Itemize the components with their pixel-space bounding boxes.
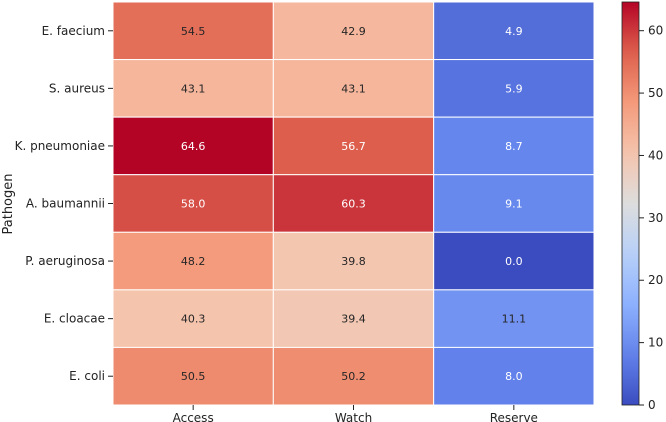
cell-value-label: 42.9: [341, 25, 366, 38]
cell-value-label: 0.0: [505, 255, 523, 268]
cell-value-label: 48.2: [181, 255, 206, 268]
cell-value-label: 43.1: [341, 82, 366, 95]
colorbar-tick-label: 50: [648, 86, 663, 100]
cell-value-label: 5.9: [505, 82, 523, 95]
colorbar: 0 10 20 30 40 50 60: [621, 1, 663, 412]
heatmap-cell: [272, 231, 435, 291]
cell-value-label: 60.3: [341, 198, 366, 211]
heatmap-cell: [272, 346, 435, 406]
heatmap-cell: [272, 1, 435, 61]
heatmap-cell: [112, 231, 274, 291]
cell-value-label: 43.1: [181, 82, 206, 95]
colorbar-tick-label: 0: [648, 398, 656, 412]
heatmap-cell: [433, 1, 595, 61]
heatmap-cell: [112, 346, 274, 406]
x-tick-label: Watch: [335, 411, 372, 422]
colorbar-gradient: [621, 1, 640, 406]
heatmap-cell: [433, 174, 595, 233]
heatmap-cell: [112, 174, 274, 233]
y-tick-label: P. aeruginosa: [25, 254, 105, 268]
heatmap-cell: [433, 289, 595, 348]
cell-value-label: 8.0: [505, 370, 523, 383]
y-tick-label: E. coli: [69, 369, 105, 383]
cell-value-label: 39.4: [341, 313, 366, 326]
cell-value-label: 50.5: [181, 370, 206, 383]
y-axis: E. faecium S. aureus K. pneumoniae A. bauma…: [15, 24, 113, 383]
y-tick-label: E. cloacae: [44, 312, 105, 326]
heatmap-cell: [112, 1, 274, 61]
cell-value-label: 64.6: [181, 140, 206, 153]
x-tick-label: Access: [173, 411, 214, 422]
heatmap-cell: [433, 346, 595, 406]
cell-value-label: 4.9: [505, 25, 523, 38]
cell-value-label: 58.0: [181, 198, 206, 211]
colorbar-tick-label: 60: [648, 24, 663, 38]
heatmap-cell: [433, 231, 595, 291]
colorbar-tick-label: 20: [648, 273, 663, 287]
heatmap-cell: [272, 59, 435, 118]
cell-value-label: 56.7: [341, 140, 366, 153]
cell-value-label: 39.8: [341, 255, 366, 268]
y-tick-label: S. aureus: [49, 81, 105, 95]
cell-value-label: 54.5: [181, 25, 206, 38]
cell-value-label: 9.1: [505, 198, 523, 211]
heatmap-cells: [112, 1, 595, 406]
heatmap-cell: [272, 116, 435, 176]
heatmap-cell: [272, 289, 435, 348]
x-tick-label: Reserve: [490, 411, 538, 422]
heatmap-cell-labels: 54.5 42.9 4.9 43.1 43.1 5.9 64.6 56.7 8.7 58.0 60.…: [181, 25, 526, 383]
y-tick-label: A. baumannii: [26, 197, 105, 211]
y-axis-title: Pathogen: [1, 173, 16, 234]
cell-value-label: 40.3: [181, 313, 206, 326]
cell-value-label: 8.7: [505, 140, 523, 153]
y-tick-label: K. pneumoniae: [15, 139, 105, 153]
colorbar-tick-label: 10: [648, 336, 663, 350]
cell-value-label: 50.2: [341, 370, 366, 383]
colorbar-tick-label: 30: [648, 211, 663, 225]
y-tick-label: E. faecium: [42, 24, 105, 38]
heatmap-cell: [433, 59, 595, 118]
colorbar-tick-label: 40: [648, 148, 663, 162]
x-axis: Access Watch Reserve: [173, 405, 538, 422]
heatmap-cell: [112, 59, 274, 118]
cell-value-label: 11.1: [502, 313, 527, 326]
